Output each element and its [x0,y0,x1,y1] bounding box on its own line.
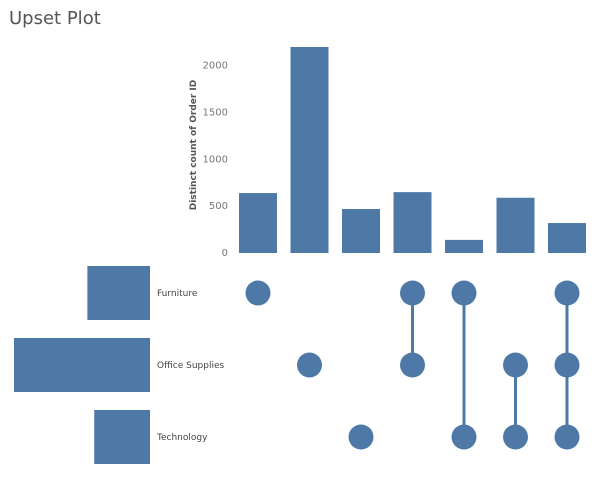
membership-dot [554,280,580,306]
intersection-bar [393,192,432,253]
membership-dot [554,424,580,450]
y-tick-label: 2000 [203,61,228,72]
set-size-bar [14,338,150,392]
membership-dot [451,280,477,306]
membership-dot [554,352,580,378]
intersection-bar [496,197,535,253]
membership-dot [245,280,271,306]
set-size-bar [94,410,150,464]
membership-dot [451,424,477,450]
chart-title: Upset Plot [9,8,101,29]
y-tick-label: 1000 [203,154,228,165]
membership-dot [348,424,374,450]
y-tick-label: 1500 [203,108,228,119]
set-label: Office Supplies [157,361,225,371]
membership-dot [503,424,528,450]
intersection-bar [548,223,586,253]
y-axis-label: Distinct count of Order ID [189,80,199,211]
y-tick-label: 500 [209,201,228,212]
membership-dot [297,352,322,378]
set-size-bar [87,266,150,320]
set-label: Technology [156,433,208,443]
membership-dot [400,280,425,306]
intersection-bar [342,208,380,253]
intersection-bar [290,47,329,253]
y-tick-label: 0 [222,248,228,259]
intersection-bar [445,239,483,253]
set-label: Furniture [157,289,198,299]
membership-dot [400,352,425,378]
membership-dot [503,352,528,378]
intersection-bar [239,193,277,253]
